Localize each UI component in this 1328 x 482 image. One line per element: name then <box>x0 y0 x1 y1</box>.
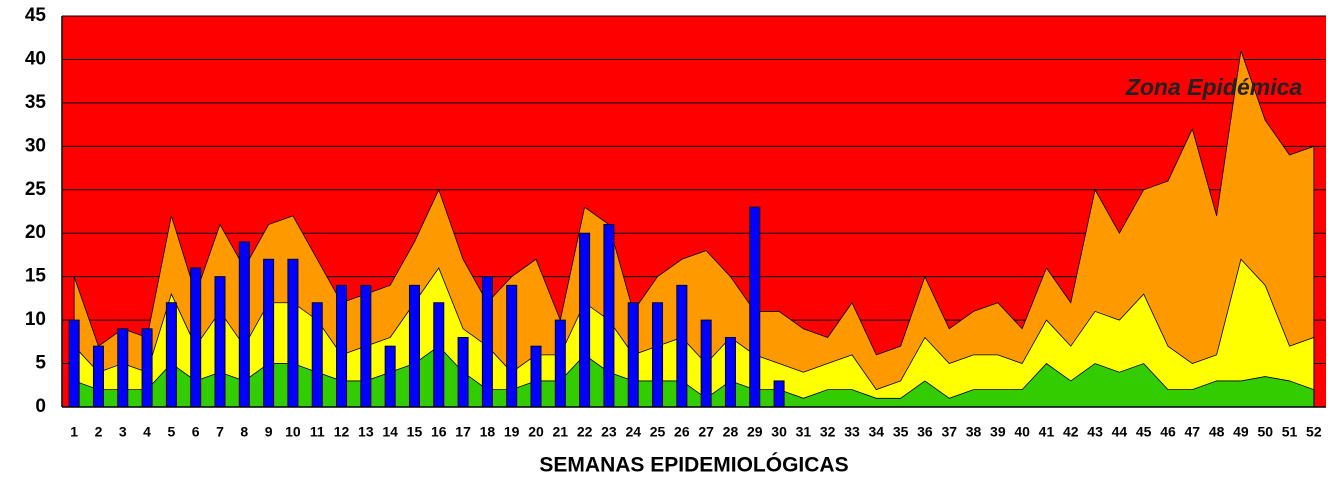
x-tick-label: 15 <box>407 424 423 440</box>
bar <box>603 224 615 408</box>
x-tick-label: 9 <box>265 424 273 440</box>
x-tick-label: 25 <box>650 424 666 440</box>
bar <box>408 284 420 408</box>
x-tick-label: 47 <box>1185 424 1201 440</box>
x-tick-label: 22 <box>577 424 593 440</box>
bar <box>433 302 445 408</box>
x-tick-label: 42 <box>1063 424 1079 440</box>
x-tick-label: 41 <box>1039 424 1055 440</box>
x-tick-label: 49 <box>1233 424 1249 440</box>
x-tick-label: 8 <box>240 424 248 440</box>
y-tick-label: 25 <box>25 179 47 200</box>
x-tick-label: 37 <box>941 424 957 440</box>
x-tick-label: 51 <box>1282 424 1298 440</box>
x-tick-label: 21 <box>553 424 569 440</box>
x-tick-label: 50 <box>1257 424 1273 440</box>
bar <box>530 345 542 408</box>
x-tick-label: 1 <box>70 424 78 440</box>
y-tick-label: 20 <box>25 222 46 243</box>
x-tick-label: 5 <box>167 424 175 440</box>
x-tick-label: 29 <box>747 424 763 440</box>
bar <box>287 258 299 408</box>
bar <box>360 284 372 408</box>
bar <box>749 206 761 408</box>
y-tick-label: 5 <box>35 353 46 374</box>
x-tick-label: 36 <box>917 424 933 440</box>
x-tick-label: 38 <box>966 424 982 440</box>
bar <box>141 328 153 408</box>
bar <box>579 232 591 408</box>
bar <box>457 336 469 408</box>
y-tick-label: 45 <box>25 5 47 26</box>
y-tick-label: 0 <box>35 396 46 417</box>
x-tick-label: 20 <box>528 424 544 440</box>
bar <box>190 267 202 408</box>
x-tick-label: 16 <box>431 424 447 440</box>
bar <box>92 345 104 408</box>
x-tick-label: 10 <box>285 424 301 440</box>
bar <box>506 284 518 408</box>
x-tick-label: 43 <box>1087 424 1103 440</box>
x-tick-label: 17 <box>455 424 471 440</box>
x-tick-label: 3 <box>119 424 127 440</box>
x-tick-label: 44 <box>1112 424 1128 440</box>
x-tick-label: 19 <box>504 424 520 440</box>
x-tick-label: 27 <box>698 424 714 440</box>
x-tick-label: 6 <box>192 424 200 440</box>
x-tick-label: 24 <box>625 424 641 440</box>
bar <box>311 302 323 408</box>
bar <box>68 319 80 408</box>
y-tick-label: 40 <box>25 48 46 69</box>
x-tick-label: 12 <box>334 424 350 440</box>
x-tick-label: 32 <box>820 424 836 440</box>
y-tick-label: 30 <box>25 135 46 156</box>
x-axis-title: SEMANAS EPIDEMIOLÓGICAS <box>539 453 848 477</box>
bar <box>165 302 177 408</box>
bar <box>554 319 566 408</box>
x-tick-label: 46 <box>1160 424 1176 440</box>
x-tick-label: 39 <box>990 424 1006 440</box>
bar <box>263 258 275 408</box>
x-tick-label: 52 <box>1306 424 1322 440</box>
bar <box>481 276 493 408</box>
bar <box>336 284 348 408</box>
x-tick-label: 48 <box>1209 424 1225 440</box>
bar <box>117 328 129 408</box>
x-tick-label: 7 <box>216 424 224 440</box>
bar <box>773 380 785 408</box>
bar <box>627 302 639 408</box>
bar <box>676 284 688 408</box>
y-tick-label: 15 <box>25 266 47 287</box>
x-tick-label: 31 <box>796 424 812 440</box>
x-tick-label: 28 <box>723 424 739 440</box>
bar <box>214 276 226 408</box>
x-tick-label: 13 <box>358 424 374 440</box>
area <box>73 50 1315 408</box>
x-tick-label: 26 <box>674 424 690 440</box>
x-tick-label: 34 <box>869 424 885 440</box>
bar <box>238 241 250 408</box>
x-tick-label: 40 <box>1014 424 1030 440</box>
y-tick-label: 35 <box>25 92 47 113</box>
y-tick-label: 10 <box>25 309 46 330</box>
x-tick-label: 33 <box>844 424 860 440</box>
bar <box>700 319 712 408</box>
x-tick-label: 4 <box>143 424 151 440</box>
x-tick-label: 35 <box>893 424 909 440</box>
bar <box>652 302 664 408</box>
x-tick-label: 45 <box>1136 424 1152 440</box>
x-tick-label: 30 <box>771 424 787 440</box>
x-tick-label: 14 <box>382 424 398 440</box>
bar <box>724 336 736 408</box>
x-tick-label: 11 <box>310 424 325 440</box>
x-tick-label: 18 <box>480 424 496 440</box>
x-tick-label: 2 <box>95 424 103 440</box>
annotation: Zona Epidémica <box>1125 74 1303 100</box>
bar <box>384 345 396 408</box>
x-tick-label: 23 <box>601 424 617 440</box>
